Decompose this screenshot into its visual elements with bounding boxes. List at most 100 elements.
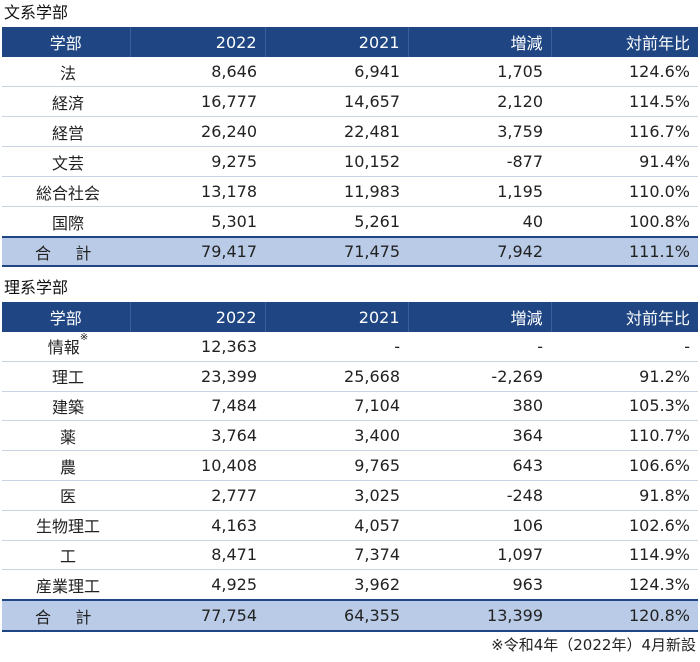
ratio-cell: 110.7% (551, 420, 698, 452)
value-2021-cell: 7,374 (265, 540, 408, 571)
change-cell: 963 (408, 569, 551, 601)
value-2021-cell: 14,657 (265, 86, 408, 117)
value-2022-cell: 23,399 (130, 361, 265, 392)
total-change-cell: 7,942 (408, 236, 551, 267)
ratio-cell: 114.5% (551, 86, 698, 117)
faculty-cell: 情報※ (2, 332, 130, 362)
total-row: 合 計 79,417 71,475 7,942 111.1% (2, 236, 698, 267)
change-cell: 3,759 (408, 116, 551, 147)
table-row: 経営 26,240 22,481 3,759 116.7% (2, 116, 698, 147)
value-2022-cell: 9,275 (130, 146, 265, 177)
change-cell: - (408, 332, 551, 362)
value-2022-cell: 8,471 (130, 540, 265, 571)
table-row: 総合社会 13,178 11,983 1,195 110.0% (2, 176, 698, 207)
ratio-cell: 91.2% (551, 361, 698, 392)
table-header-row: 学部 2022 2021 増減 対前年比 (2, 302, 698, 332)
value-2022-cell: 3,764 (130, 420, 265, 452)
sciences-section-title: 理系学部 (4, 278, 69, 297)
value-2022-cell: 5,301 (130, 206, 265, 238)
change-cell: -248 (408, 480, 551, 511)
value-2022-cell: 7,484 (130, 391, 265, 422)
ratio-cell: - (551, 332, 698, 362)
header-yoy-ratio: 対前年比 (550, 302, 698, 332)
value-2021-cell: 3,400 (265, 420, 408, 452)
change-cell: 1,195 (408, 176, 551, 207)
value-2022-cell: 8,646 (130, 57, 265, 87)
faculty-cell: 医 (2, 480, 130, 511)
faculty-cell: 工 (2, 540, 130, 571)
table-row: 工 8,471 7,374 1,097 114.9% (2, 540, 698, 571)
value-2021-cell: 10,152 (265, 146, 408, 177)
faculty-cell: 国際 (2, 206, 130, 238)
new-faculty-note-mark: ※ (79, 332, 89, 344)
value-2021-cell: 25,668 (265, 361, 408, 392)
value-2021-cell: 6,941 (265, 57, 408, 87)
value-2022-cell: 4,163 (130, 510, 265, 541)
table-row: 医 2,777 3,025 -248 91.8% (2, 480, 698, 511)
change-cell: 380 (408, 391, 551, 422)
header-change: 増減 (407, 302, 551, 332)
value-2022-cell: 4,925 (130, 569, 265, 601)
change-cell: 1,705 (408, 57, 551, 87)
value-2021-cell: 9,765 (265, 450, 408, 481)
change-cell: 40 (408, 206, 551, 238)
value-2021-cell: 3,025 (265, 480, 408, 511)
header-faculty: 学部 (49, 309, 82, 328)
faculty-cell: 薬 (2, 420, 130, 452)
value-2021-cell: 22,481 (265, 116, 408, 147)
ratio-cell: 100.8% (551, 206, 698, 238)
total-2022-cell: 79,417 (130, 236, 265, 267)
ratio-cell: 102.6% (551, 510, 698, 541)
value-2021-cell: 7,104 (265, 391, 408, 422)
total-label-cell: 合 計 (2, 236, 130, 267)
table-row: 理工 23,399 25,668 -2,269 91.2% (2, 361, 698, 392)
header-change: 増減 (407, 27, 551, 57)
faculty-cell: 生物理工 (2, 510, 130, 541)
faculty-cell: 建築 (2, 391, 130, 422)
value-2021-cell: 4,057 (265, 510, 408, 541)
faculty-cell: 法 (2, 57, 130, 87)
value-2022-cell: 12,363 (130, 332, 265, 362)
ratio-cell: 106.6% (551, 450, 698, 481)
table-row: 法 8,646 6,941 1,705 124.6% (2, 57, 698, 87)
total-ratio-cell: 120.8% (551, 599, 698, 632)
faculty-cell: 文芸 (2, 146, 130, 177)
faculty-cell: 総合社会 (2, 176, 130, 207)
ratio-cell: 114.9% (551, 540, 698, 571)
table-row: 建築 7,484 7,104 380 105.3% (2, 391, 698, 422)
faculty-cell: 産業理工 (2, 569, 130, 601)
table-row: 産業理工 4,925 3,962 963 124.3% (2, 569, 698, 601)
value-2021-cell: 3,962 (265, 569, 408, 601)
ratio-cell: 116.7% (551, 116, 698, 147)
table-row: 国際 5,301 5,261 40 100.8% (2, 206, 698, 238)
table-row: 農 10,408 9,765 643 106.6% (2, 450, 698, 481)
change-cell: -877 (408, 146, 551, 177)
total-2021-cell: 71,475 (265, 236, 408, 267)
header-faculty: 学部 (49, 34, 82, 53)
change-cell: 1,097 (408, 540, 551, 571)
change-cell: 364 (408, 420, 551, 452)
change-cell: -2,269 (408, 361, 551, 392)
value-2022-cell: 13,178 (130, 176, 265, 207)
ratio-cell: 110.0% (551, 176, 698, 207)
faculty-cell: 経済 (2, 86, 130, 117)
faculty-cell: 農 (2, 450, 130, 481)
ratio-cell: 91.4% (551, 146, 698, 177)
table-row: 生物理工 4,163 4,057 106 102.6% (2, 510, 698, 541)
value-2022-cell: 16,777 (130, 86, 265, 117)
table-row: 経済 16,777 14,657 2,120 114.5% (2, 86, 698, 117)
total-ratio-cell: 111.1% (551, 236, 698, 267)
total-row: 合 計 77,754 64,355 13,399 120.8% (2, 599, 698, 632)
value-2021-cell: 5,261 (265, 206, 408, 238)
value-2022-cell: 2,777 (130, 480, 265, 511)
table-row: 薬 3,764 3,400 364 110.7% (2, 420, 698, 452)
value-2022-cell: 26,240 (130, 116, 265, 147)
ratio-cell: 124.6% (551, 57, 698, 87)
value-2021-cell: 11,983 (265, 176, 408, 207)
total-2022-cell: 77,754 (130, 599, 265, 632)
header-2021: 2021 (264, 27, 408, 57)
table-row: 文芸 9,275 10,152 -877 91.4% (2, 146, 698, 177)
faculty-cell: 理工 (2, 361, 130, 392)
faculty-cell: 経営 (2, 116, 130, 147)
header-2022: 2022 (129, 302, 265, 332)
